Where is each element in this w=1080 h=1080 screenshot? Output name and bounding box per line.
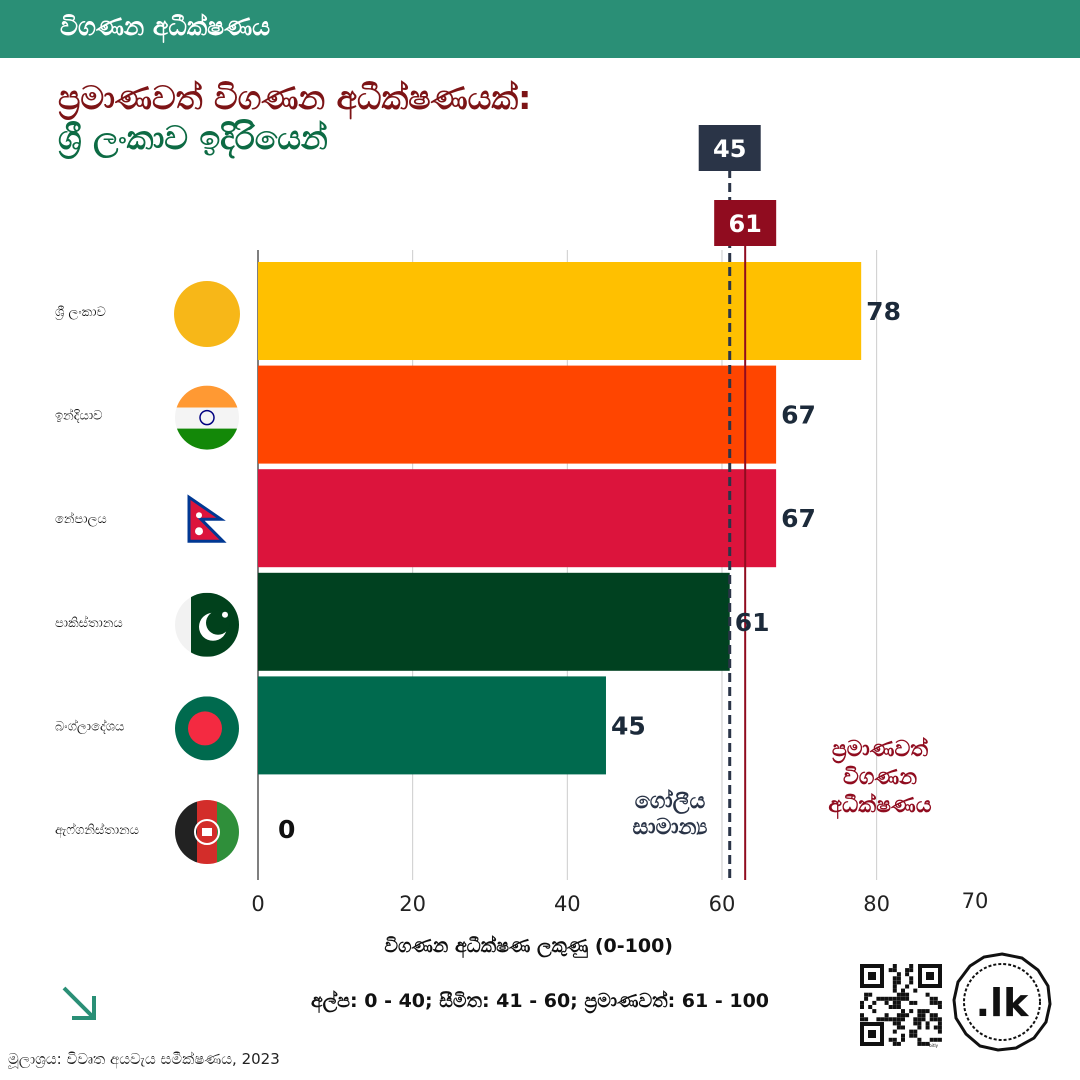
- qr-code-icon[interactable]: bitly: [858, 962, 944, 1048]
- chart-title-line1: ප්‍රමාණවත් විගණන අධීක්ෂණයක්:: [58, 78, 532, 117]
- qr-caption: bitly: [929, 1043, 938, 1048]
- arrow-down-right-icon: [62, 986, 96, 1020]
- bar: [258, 262, 862, 360]
- x-tick-label: 0: [251, 892, 264, 916]
- category-label: පාකිස්තානය: [55, 615, 123, 631]
- category-label: ශ්‍රී ලංකාව: [55, 305, 106, 320]
- category-label: ඇෆ්ගනිස්තානය: [55, 822, 139, 838]
- bar-value-label: 67: [781, 401, 816, 430]
- bar-value-label: 61: [735, 608, 770, 637]
- nepal-flag-icon: [187, 494, 227, 543]
- bar: [258, 572, 730, 671]
- reference-line-box: [714, 200, 777, 246]
- reference-line-box: [698, 125, 761, 171]
- india-flag-icon: [175, 385, 239, 450]
- reference-line-box-label: 61: [728, 210, 761, 238]
- bar: [258, 469, 777, 568]
- x-tick-label: 40: [554, 892, 581, 916]
- x-tick-label: 60: [709, 892, 736, 916]
- pakistan-flag-icon: [175, 592, 239, 657]
- bar-value-label: 67: [781, 504, 816, 533]
- source-note: මූලාශ්‍රය: විවෘත අයවැය සමීක්ෂණය, 2023: [8, 1050, 280, 1068]
- category-legend: අල්ප: 0 - 40; සීමිත: 41 - 60; ප්‍රමාණවත්…: [310, 990, 770, 1012]
- header-title: විගණන අධීක්ෂණය: [60, 12, 271, 41]
- bar: [258, 365, 777, 464]
- lk-logo: .lk: [952, 952, 1052, 1052]
- bar-value-label: 45: [611, 711, 646, 740]
- x-tick-label-extra: 70: [962, 889, 989, 913]
- reference-line-box-label: 45: [713, 135, 746, 163]
- global-average-label: ගෝලීය සාමාන්‍ය: [633, 788, 708, 840]
- category-label: ඉන්දියාව: [55, 407, 102, 423]
- bangladesh-flag-icon: [175, 696, 239, 761]
- bar: [258, 676, 606, 775]
- category-label: නේපාලය: [55, 511, 107, 527]
- bar-value-label: 78: [866, 297, 901, 326]
- category-label: බංග්ලාදේශය: [55, 718, 124, 734]
- sri-lanka-flag-icon: [174, 281, 240, 347]
- chart-title-line2: ශ්‍රී ලංකාව ඉදිරියෙන්: [58, 118, 328, 157]
- adequate-oversight-label: ප්‍රමාණවත් විගණන අධීක්ෂණය: [828, 736, 931, 819]
- x-tick-label: 80: [863, 892, 890, 916]
- bar-value-label: 0: [278, 815, 295, 844]
- logo-text: .lk: [976, 981, 1029, 1025]
- header-bar: විගණන අධීක්ෂණය: [0, 0, 1080, 58]
- afghanistan-flag-icon: [175, 800, 239, 864]
- x-axis-label: විගණන අධීක්ෂණ ලකුණු (0-100): [384, 935, 673, 959]
- x-tick-label: 20: [399, 892, 426, 916]
